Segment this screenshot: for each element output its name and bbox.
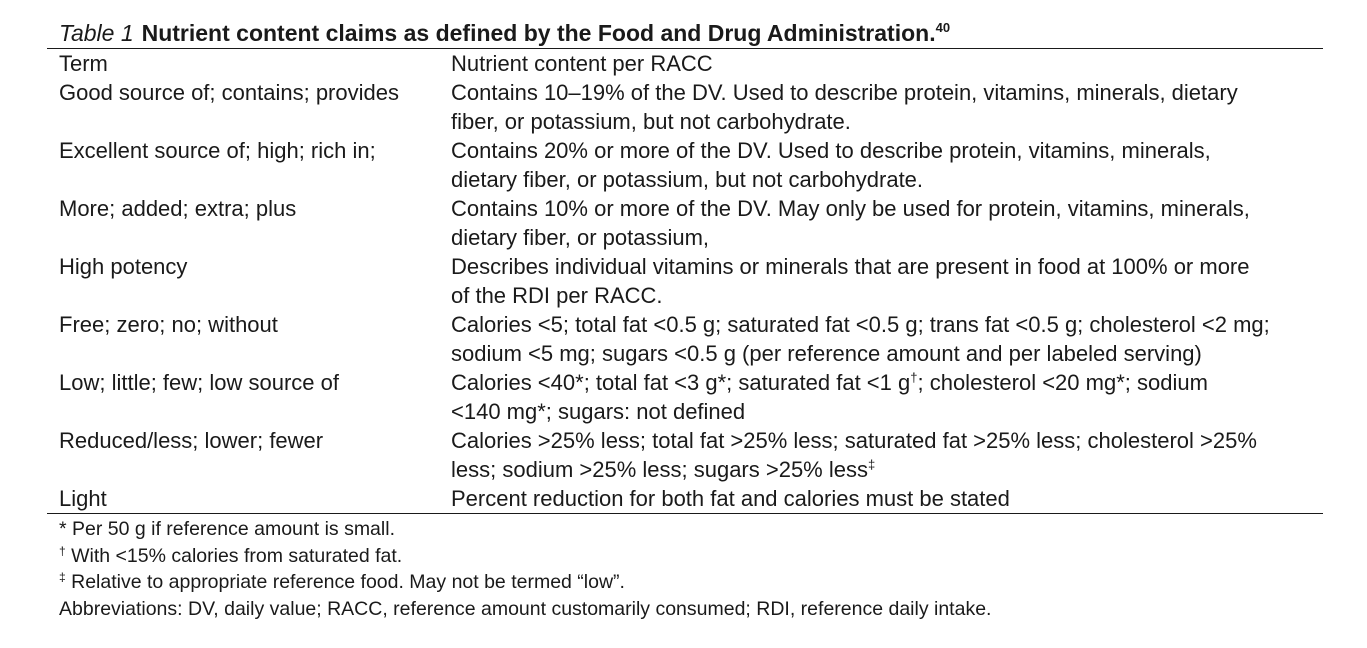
nutrient-claims-table: Table 1 Nutrient content claims as define…: [47, 18, 1323, 622]
row-description: Contains 20% or more of the DV. Used to …: [451, 136, 1350, 194]
double-dagger-mark: ‡: [59, 570, 66, 584]
row-description: Contains 10–19% of the DV. Used to descr…: [451, 78, 1350, 136]
footnote-dagger: † With <15% calories from saturated fat.: [59, 543, 1323, 570]
header-nutrient-content: Nutrient content per RACC: [451, 51, 713, 76]
description-text: ; cholesterol <20 mg*; sodium: [917, 370, 1208, 395]
row-term: High potency: [59, 254, 188, 279]
footnote-star: * Per 50 g if reference amount is small.: [59, 518, 395, 540]
description-line: of the RDI per RACC.: [451, 283, 663, 308]
footnote-double-dagger: ‡ Relative to appropriate reference food…: [59, 569, 1323, 596]
table-caption: Table 1 Nutrient content claims as define…: [47, 18, 1323, 48]
row-description: Contains 10% or more of the DV. May only…: [451, 194, 1350, 252]
description-line: Contains 10–19% of the DV. Used to descr…: [451, 80, 1238, 105]
footnote-abbreviations: Abbreviations: DV, daily value; RACC, re…: [59, 597, 992, 620]
description-line: Calories <40*; total fat <3 g*; saturate…: [451, 368, 1350, 397]
dagger-mark: †: [59, 543, 66, 558]
table-label: Table 1: [59, 20, 134, 46]
description-line: Contains 10% or more of the DV. May only…: [451, 196, 1250, 221]
description-line: <140 mg*; sugars: not defined: [451, 399, 746, 424]
table-row: Light Percent reduction for both fat and…: [47, 484, 1323, 513]
description-line: Calories >25% less; total fat >25% less;…: [451, 428, 1257, 453]
description-line: Percent reduction for both fat and calor…: [451, 486, 1010, 511]
header-term: Term: [59, 51, 108, 76]
table-header-row: Term Nutrient content per RACC: [47, 49, 1323, 78]
row-description: Describes individual vitamins or mineral…: [451, 252, 1350, 310]
row-description: Calories >25% less; total fat >25% less;…: [451, 426, 1350, 484]
table-title-reference: 40: [935, 20, 951, 35]
table-row: Low; little; few; low source of Calories…: [47, 368, 1323, 426]
row-term: Light: [59, 486, 107, 511]
description-line: dietary fiber, or potassium,: [451, 225, 710, 250]
description-text: less; sodium >25% less; sugars >25% less: [451, 457, 868, 482]
table-row: Free; zero; no; without Calories <5; tot…: [47, 310, 1323, 368]
table-footnotes: * Per 50 g if reference amount is small.…: [47, 514, 1323, 622]
table-body: Good source of; contains; provides Conta…: [47, 78, 1323, 513]
footnote-text: With <15% calories from saturated fat.: [65, 544, 403, 567]
row-description: Calories <40*; total fat <3 g*; saturate…: [451, 368, 1350, 426]
description-line: dietary fiber, or potassium, but not car…: [451, 167, 924, 192]
row-term: Low; little; few; low source of: [59, 370, 340, 395]
footnote-text: Relative to appropriate reference food. …: [65, 571, 625, 593]
description-line: Calories <5; total fat <0.5 g; saturated…: [451, 312, 1270, 337]
double-dagger-mark: ‡: [867, 457, 876, 472]
table-title: Nutrient content claims as defined by th…: [141, 20, 936, 46]
top-rule: [47, 48, 1323, 49]
description-line: sodium <5 mg; sugars <0.5 g (per referen…: [451, 341, 1202, 366]
row-term: More; added; extra; plus: [59, 196, 297, 221]
row-term: Reduced/less; lower; fewer: [59, 428, 324, 453]
row-term: Excellent source of; high; rich in;: [59, 138, 376, 163]
description-line: Contains 20% or more of the DV. Used to …: [451, 138, 1211, 163]
row-term: Good source of; contains; provides: [59, 80, 399, 105]
description-line: less; sodium >25% less; sugars >25% less…: [451, 455, 1350, 484]
dagger-mark: †: [910, 370, 918, 385]
table-row: High potency Describes individual vitami…: [47, 252, 1323, 310]
table-row: Good source of; contains; provides Conta…: [47, 78, 1323, 136]
description-text: Calories <40*; total fat <3 g*; saturate…: [451, 370, 911, 395]
row-description: Calories <5; total fat <0.5 g; saturated…: [451, 310, 1350, 368]
row-description: Percent reduction for both fat and calor…: [451, 484, 1350, 513]
row-term: Free; zero; no; without: [59, 312, 278, 337]
description-line: fiber, or potassium, but not carbohydrat…: [451, 109, 851, 134]
bottom-rule: [47, 513, 1323, 514]
table-row: Reduced/less; lower; fewer Calories >25%…: [47, 426, 1323, 484]
table-row: More; added; extra; plus Contains 10% or…: [47, 194, 1323, 252]
description-line: Describes individual vitamins or mineral…: [451, 254, 1250, 279]
table-row: Excellent source of; high; rich in; Cont…: [47, 136, 1323, 194]
